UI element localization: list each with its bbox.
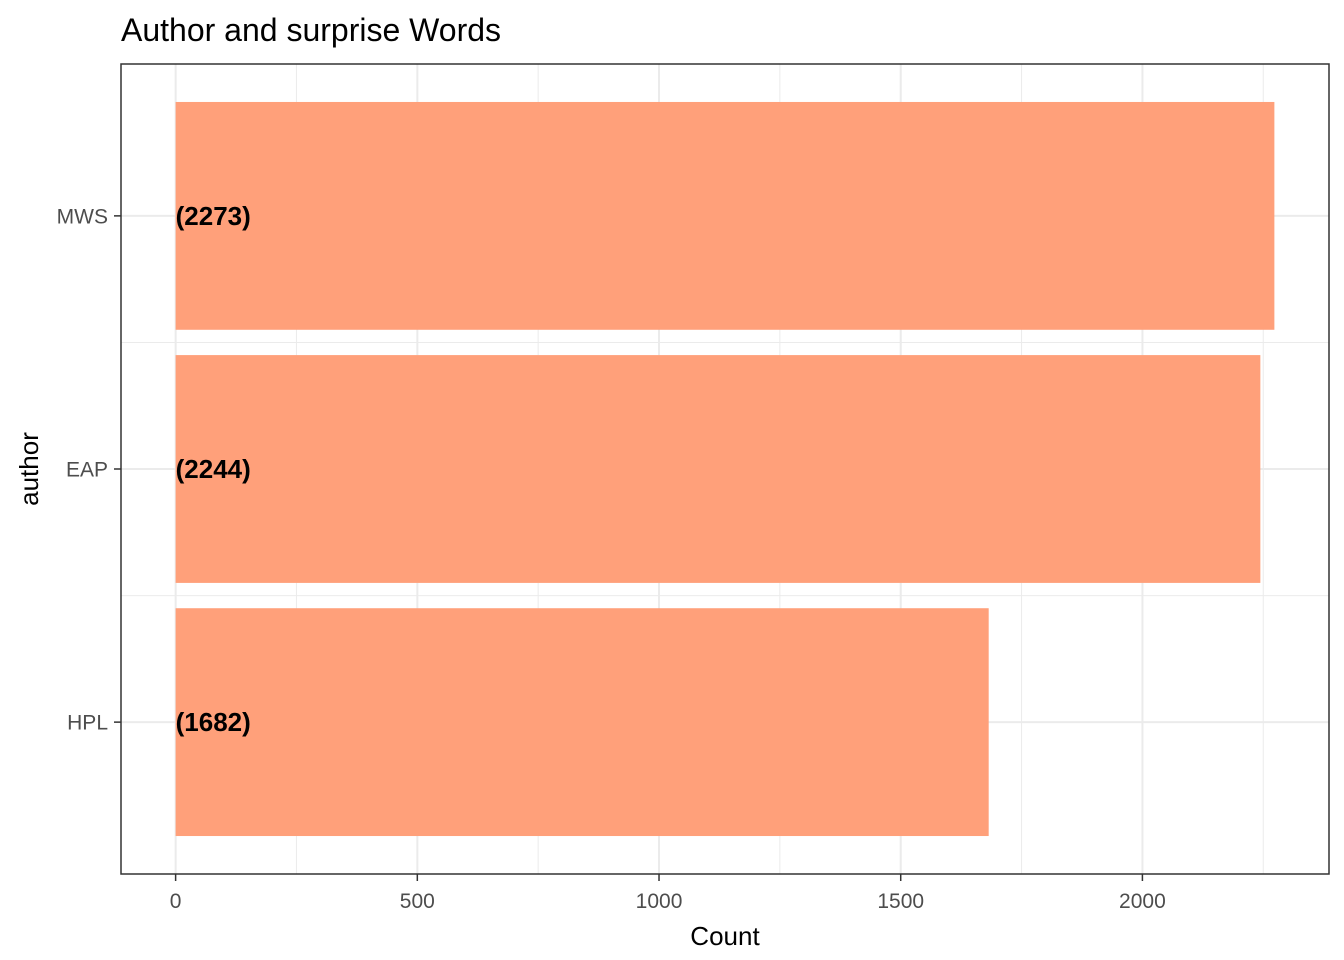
x-tick-label: 1000 (636, 890, 683, 913)
x-axis: 0 500 1000 1500 2000 (170, 874, 1166, 913)
bar-mws (175, 101, 1275, 330)
y-tick-label-eap: EAP (66, 459, 108, 482)
bar-eap (175, 355, 1261, 583)
x-tick-label: 2000 (1119, 890, 1166, 913)
y-axis: MWS EAP HPL (57, 205, 121, 735)
chart-title: Author and surprise Words (121, 12, 501, 48)
data-label-mws: (2273) (176, 201, 251, 231)
data-label-eap: (2244) (176, 454, 251, 484)
data-label-hpl: (1682) (176, 707, 251, 737)
x-tick-label: 500 (400, 890, 435, 913)
y-tick-label-hpl: HPL (67, 712, 108, 735)
x-axis-title: Count (690, 921, 760, 951)
y-tick-label-mws: MWS (57, 205, 108, 228)
bar-hpl (175, 608, 989, 837)
y-axis-title: author (14, 432, 44, 506)
x-tick-label: 1500 (877, 890, 924, 913)
bars (175, 101, 1275, 837)
data-labels: (2273) (2244) (1682) (176, 201, 251, 737)
x-tick-label: 0 (170, 890, 182, 913)
